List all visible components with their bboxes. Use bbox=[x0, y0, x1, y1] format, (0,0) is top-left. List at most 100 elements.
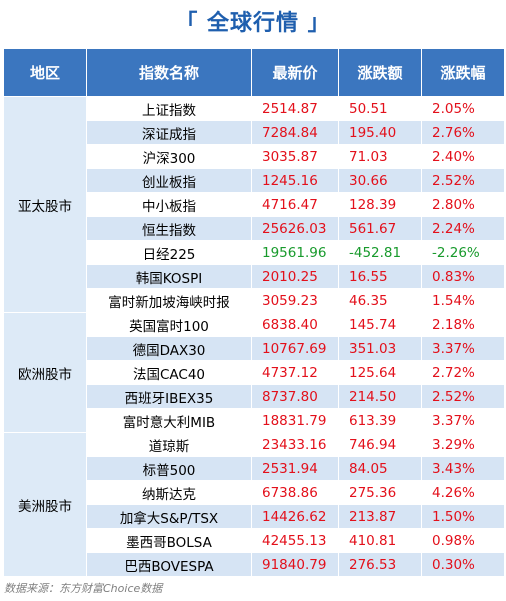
table-row: 中小板指 4716.47 128.39 2.80% bbox=[4, 192, 505, 217]
header-latest-price: 最新价 bbox=[251, 48, 339, 97]
change-pct-cell: 2.72% bbox=[421, 360, 505, 385]
change-pct-cell: 2.52% bbox=[421, 168, 505, 193]
table-row: 富时意大利MIB 18831.79 613.39 3.37% bbox=[4, 408, 505, 433]
index-name-cell: 纳斯达克 bbox=[86, 480, 252, 505]
change-cell: 84.05 bbox=[338, 456, 422, 481]
change-pct-cell: 2.40% bbox=[421, 144, 505, 169]
index-name-cell: 德国DAX30 bbox=[86, 336, 252, 361]
change-pct-cell: 3.37% bbox=[421, 336, 505, 361]
change-pct-cell: 2.18% bbox=[421, 312, 505, 337]
change-pct-cell: 1.50% bbox=[421, 504, 505, 529]
latest-price-cell: 25626.03 bbox=[251, 216, 339, 241]
change-cell: 613.39 bbox=[338, 408, 422, 433]
latest-price-cell: 19561.96 bbox=[251, 240, 339, 265]
index-name-cell: 法国CAC40 bbox=[86, 360, 252, 385]
latest-price-cell: 8737.80 bbox=[251, 384, 339, 409]
change-cell: 746.94 bbox=[338, 432, 422, 457]
index-name-cell: 巴西BOVESPA bbox=[86, 552, 252, 577]
change-pct-cell: 0.30% bbox=[421, 552, 505, 577]
change-cell: 30.66 bbox=[338, 168, 422, 193]
change-pct-cell: 2.24% bbox=[421, 216, 505, 241]
latest-price-cell: 91840.79 bbox=[251, 552, 339, 577]
change-pct-cell: 0.83% bbox=[421, 264, 505, 289]
index-name-cell: 富时新加坡海峡时报 bbox=[86, 288, 252, 313]
index-name-cell: 标普500 bbox=[86, 456, 252, 481]
table-row: 加拿大S&P/TSX 14426.62 213.87 1.50% bbox=[4, 504, 505, 529]
change-pct-cell: 0.98% bbox=[421, 528, 505, 553]
change-cell: 46.35 bbox=[338, 288, 422, 313]
latest-price-cell: 6738.86 bbox=[251, 480, 339, 505]
index-name-cell: 沪深300 bbox=[86, 144, 252, 169]
latest-price-cell: 23433.16 bbox=[251, 432, 339, 457]
latest-price-cell: 18831.79 bbox=[251, 408, 339, 433]
quotes-table-body: 亚太股市 上证指数 2514.87 50.51 2.05% 深证成指 7284.84 195.… bbox=[3, 96, 505, 577]
change-cell: 71.03 bbox=[338, 144, 422, 169]
latest-price-cell: 2514.87 bbox=[251, 96, 339, 121]
latest-price-cell: 42455.13 bbox=[251, 528, 339, 553]
change-cell: 276.53 bbox=[338, 552, 422, 577]
table-row: 沪深300 3035.87 71.03 2.40% bbox=[4, 144, 505, 169]
change-pct-cell: 2.52% bbox=[421, 384, 505, 409]
index-name-cell: 深证成指 bbox=[86, 120, 252, 145]
change-cell: 214.50 bbox=[338, 384, 422, 409]
table-row: 标普500 2531.94 84.05 3.43% bbox=[4, 456, 505, 481]
table-row: 德国DAX30 10767.69 351.03 3.37% bbox=[4, 336, 505, 361]
change-cell: 145.74 bbox=[338, 312, 422, 337]
change-cell: 16.55 bbox=[338, 264, 422, 289]
latest-price-cell: 6838.40 bbox=[251, 312, 339, 337]
table-row: 墨西哥BOLSA 42455.13 410.81 0.98% bbox=[4, 528, 505, 553]
index-name-cell: 墨西哥BOLSA bbox=[86, 528, 252, 553]
change-pct-cell: 2.80% bbox=[421, 192, 505, 217]
index-name-cell: 英国富时100 bbox=[86, 312, 252, 337]
index-name-cell: 上证指数 bbox=[86, 96, 252, 121]
change-cell: 410.81 bbox=[338, 528, 422, 553]
index-name-cell: 创业板指 bbox=[86, 168, 252, 193]
change-pct-cell: 3.37% bbox=[421, 408, 505, 433]
header-change: 涨跌额 bbox=[338, 48, 422, 97]
region-cell: 亚太股市 bbox=[3, 96, 87, 313]
table-row: 欧洲股市 英国富时100 6838.40 145.74 2.18% bbox=[3, 312, 505, 433]
change-pct-cell: 4.26% bbox=[421, 480, 505, 505]
latest-price-cell: 2531.94 bbox=[251, 456, 339, 481]
table-row: 纳斯达克 6738.86 275.36 4.26% bbox=[4, 480, 505, 505]
header-index-name: 指数名称 bbox=[86, 48, 252, 97]
change-pct-cell: -2.26% bbox=[421, 240, 505, 265]
index-name-cell: 富时意大利MIB bbox=[86, 408, 252, 433]
index-name-cell: 日经225 bbox=[86, 240, 252, 265]
table-row: 巴西BOVESPA 91840.79 276.53 0.30% bbox=[4, 552, 505, 577]
change-cell: 195.40 bbox=[338, 120, 422, 145]
change-cell: 125.64 bbox=[338, 360, 422, 385]
change-cell: 275.36 bbox=[338, 480, 422, 505]
index-name-cell: 恒生指数 bbox=[86, 216, 252, 241]
table-row: 亚太股市 上证指数 2514.87 50.51 2.05% bbox=[3, 96, 505, 313]
table-row: 美洲股市 道琼斯 23433.16 746.94 3.29% bbox=[3, 432, 505, 577]
change-cell: -452.81 bbox=[338, 240, 422, 265]
index-name-cell: 加拿大S&P/TSX bbox=[86, 504, 252, 529]
latest-price-cell: 10767.69 bbox=[251, 336, 339, 361]
latest-price-cell: 4737.12 bbox=[251, 360, 339, 385]
latest-price-cell: 1245.16 bbox=[251, 168, 339, 193]
latest-price-cell: 4716.47 bbox=[251, 192, 339, 217]
change-pct-cell: 3.43% bbox=[421, 456, 505, 481]
change-pct-cell: 2.76% bbox=[421, 120, 505, 145]
table-row: 日经225 19561.96 -452.81 -2.26% bbox=[4, 240, 505, 265]
change-cell: 561.67 bbox=[338, 216, 422, 241]
latest-price-cell: 2010.25 bbox=[251, 264, 339, 289]
table-row: 法国CAC40 4737.12 125.64 2.72% bbox=[4, 360, 505, 385]
index-name-cell: 中小板指 bbox=[86, 192, 252, 217]
table-row: 创业板指 1245.16 30.66 2.52% bbox=[4, 168, 505, 193]
index-name-cell: 西班牙IBEX35 bbox=[86, 384, 252, 409]
latest-price-cell: 3035.87 bbox=[251, 144, 339, 169]
change-pct-cell: 3.29% bbox=[421, 432, 505, 457]
table-row: 韩国KOSPI 2010.25 16.55 0.83% bbox=[4, 264, 505, 289]
change-cell: 351.03 bbox=[338, 336, 422, 361]
header-change-pct: 涨跌幅 bbox=[421, 48, 505, 97]
region-cell: 欧洲股市 bbox=[3, 312, 87, 433]
latest-price-cell: 3059.23 bbox=[251, 288, 339, 313]
latest-price-cell: 14426.62 bbox=[251, 504, 339, 529]
table-row: 富时新加坡海峡时报 3059.23 46.35 1.54% bbox=[4, 288, 505, 313]
region-cell: 美洲股市 bbox=[3, 432, 87, 577]
change-cell: 128.39 bbox=[338, 192, 422, 217]
data-source-note: 数据来源：东方财富Choice数据 bbox=[4, 582, 163, 595]
index-name-cell: 道琼斯 bbox=[86, 432, 252, 457]
